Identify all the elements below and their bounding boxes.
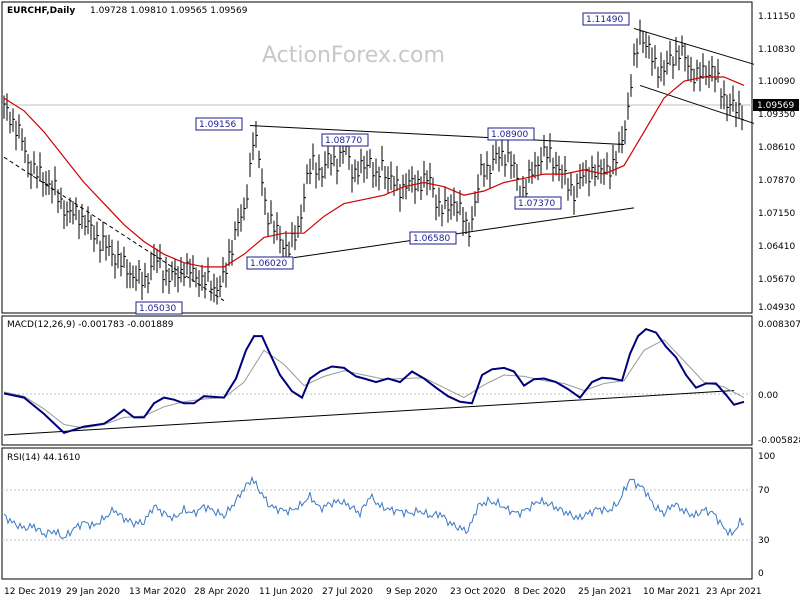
level-box — [246, 256, 294, 270]
level-box — [487, 127, 535, 141]
price-tick-label: 1.04930 — [758, 303, 795, 313]
level-box — [321, 133, 369, 147]
x-tick-label: 10 Mar 2021 — [643, 587, 700, 597]
price-tick-label: 1.08610 — [758, 143, 795, 153]
macd-line — [3, 327, 745, 435]
x-tick-label: 27 Jul 2020 — [322, 587, 373, 597]
macd-panel-lines — [3, 390, 735, 436]
price-tick-label: 1.09350 — [758, 110, 795, 120]
level-label: 1.08900 — [491, 130, 528, 140]
level-label: 1.11490 — [586, 15, 623, 25]
rsi-tick-label: 100 — [758, 452, 775, 462]
level-box — [195, 117, 243, 131]
level-label: 1.08770 — [325, 136, 362, 146]
level-label: 1.05030 — [139, 304, 176, 314]
channel-top-trendline — [633, 27, 755, 65]
x-tick-label: 11 Jun 2020 — [259, 587, 313, 597]
level-label: 1.06020 — [250, 259, 287, 269]
current-price-label: 1.09569 — [757, 101, 794, 111]
support-trendline — [293, 207, 635, 259]
level-label: 1.07370 — [518, 199, 555, 209]
macd-panel-title: MACD(12,26,9) -0.001783 -0.001889 — [7, 320, 174, 330]
current-price-box — [753, 99, 799, 111]
price-tick-label: 1.10830 — [758, 45, 795, 55]
level-box — [514, 196, 562, 210]
x-tick-label: 12 Dec 2019 — [4, 587, 62, 597]
macd-series — [3, 327, 745, 435]
channel-bottom-trendline — [639, 84, 755, 124]
macd-tick-label: 0.00 — [758, 391, 778, 401]
price-panel-title: EURCHF,Daily — [7, 6, 75, 16]
rsi-tick-label: 0 — [758, 569, 764, 579]
macd-tick-label: -0.005828 — [758, 436, 800, 446]
rsi-tick-label: 30 — [758, 536, 770, 546]
x-tick-label: 9 Sep 2020 — [386, 587, 438, 597]
level-labels: 1.11490 1.09156 1.08770 1.08900 1.07370 … — [135, 12, 630, 315]
price-tick-label: 1.06410 — [758, 242, 795, 252]
level-box — [582, 12, 630, 26]
rsi-tick-label: 70 — [758, 486, 770, 496]
rsi-panel-frame — [1, 447, 753, 580]
price-tick-label: 1.07150 — [758, 209, 795, 219]
macd-trendline — [3, 390, 735, 436]
price-tick-label: 1.10090 — [758, 77, 795, 87]
rsi-panel-title: RSI(14) 44.1610 — [7, 453, 80, 463]
resistance-trendline — [249, 125, 625, 146]
upper-channel-trendline — [3, 156, 225, 302]
price-panel-lines — [3, 27, 755, 302]
price-ohlc-values: 1.09728 1.09810 1.09565 1.09569 — [90, 6, 248, 16]
price-tick-label: 1.05670 — [758, 275, 795, 285]
price-series — [3, 19, 745, 305]
price-tick-label: 1.11150 — [758, 12, 795, 22]
level-box — [135, 301, 183, 315]
x-tick-label: 13 Mar 2020 — [129, 587, 186, 597]
level-label: 1.09156 — [199, 120, 236, 130]
x-tick-label: 8 Dec 2020 — [514, 587, 566, 597]
x-tick-label: 29 Jan 2020 — [66, 587, 120, 597]
x-tick-label: 23 Apr 2021 — [706, 587, 762, 597]
moving-average-line — [3, 76, 745, 268]
macd-panel-frame — [1, 315, 753, 446]
rsi-series — [3, 475, 745, 540]
x-tick-label: 23 Oct 2020 — [450, 587, 506, 597]
macd-y-axis: 0.008307 0.00 -0.005828 — [758, 320, 800, 446]
macd-tick-label: 0.008307 — [758, 320, 800, 330]
x-tick-label: 25 Jan 2021 — [578, 587, 632, 597]
price-tick-label: 1.07870 — [758, 176, 795, 186]
rsi-line — [3, 475, 745, 540]
x-axis: 12 Dec 2019 29 Jan 2020 13 Mar 2020 28 A… — [4, 587, 762, 597]
level-box — [409, 231, 457, 245]
rsi-y-axis: 100 70 30 0 — [758, 452, 775, 579]
level-label: 1.06580 — [413, 234, 450, 244]
watermark: ActionForex.com — [262, 43, 445, 68]
x-tick-label: 28 Apr 2020 — [194, 587, 250, 597]
price-y-axis: 1.11150 1.10830 1.10090 1.09350 1.08610 … — [758, 12, 795, 313]
